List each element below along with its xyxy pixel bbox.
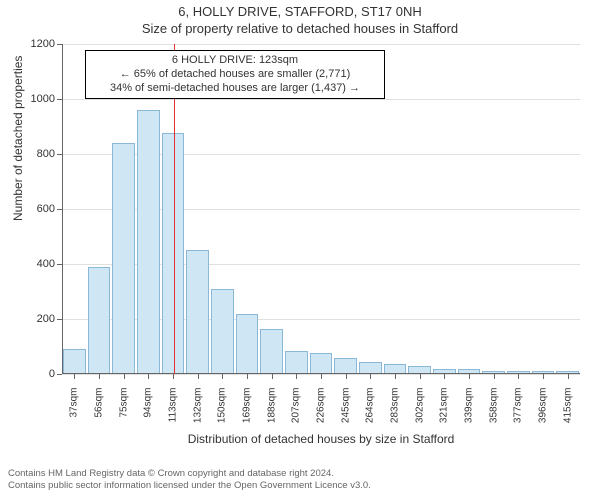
xtick-label: 321sqm [439,388,450,438]
chart-container: 6, HOLLY DRIVE, STAFFORD, ST17 0NH Size … [0,0,600,500]
xtick-label: 283sqm [390,388,401,438]
annotation-line: 34% of semi-detached houses are larger (… [92,82,378,96]
y-axis-label: Number of detached properties [11,197,25,221]
ytick-label: 0 [17,368,55,380]
page-title: 6, HOLLY DRIVE, STAFFORD, ST17 0NH [0,0,600,19]
ytick-label: 1200 [17,38,55,50]
xtick-label: 339sqm [464,388,475,438]
xtick-mark [198,374,199,379]
xtick-label: 94sqm [143,388,154,438]
xtick-label: 37sqm [69,388,80,438]
bar [285,351,308,374]
footer-line-1: Contains HM Land Registry data © Crown c… [8,468,600,480]
xtick-mark [444,374,445,379]
bar [63,349,86,374]
chart-subtitle: Size of property relative to detached ho… [0,19,600,38]
xtick-mark [222,374,223,379]
bar [137,110,160,374]
xtick-mark [74,374,75,379]
y-axis-line [62,44,63,374]
xtick-label: 56sqm [94,388,105,438]
xtick-mark [148,374,149,379]
annotation-box: 6 HOLLY DRIVE: 123sqm← 65% of detached h… [85,50,385,99]
xtick-label: 169sqm [242,388,253,438]
gridline [62,44,580,45]
xtick-label: 358sqm [488,388,499,438]
xtick-mark [296,374,297,379]
xtick-label: 264sqm [365,388,376,438]
xtick-label: 415sqm [562,388,573,438]
bar [112,143,135,374]
xtick-mark [494,374,495,379]
xtick-mark [568,374,569,379]
xtick-label: 207sqm [291,388,302,438]
xtick-label: 377sqm [513,388,524,438]
xtick-mark [272,374,273,379]
bar [236,314,259,375]
xtick-mark [247,374,248,379]
footer: Contains HM Land Registry data © Crown c… [0,468,600,492]
xtick-label: 132sqm [192,388,203,438]
footer-line-2: Contains public sector information licen… [8,480,600,492]
bar [310,353,333,374]
xtick-mark [346,374,347,379]
xtick-label: 188sqm [266,388,277,438]
xtick-label: 113sqm [168,388,179,438]
ytick-mark [57,374,62,375]
xtick-mark [420,374,421,379]
xtick-mark [99,374,100,379]
xtick-label: 245sqm [340,388,351,438]
bar [162,133,185,374]
xtick-mark [469,374,470,379]
xtick-mark [321,374,322,379]
bar [211,289,234,374]
xtick-mark [518,374,519,379]
bar [334,358,357,375]
annotation-line: 6 HOLLY DRIVE: 123sqm [92,54,378,68]
bar [88,267,111,374]
xtick-label: 75sqm [118,388,129,438]
annotation-line: ← 65% of detached houses are smaller (2,… [92,68,378,82]
xtick-label: 226sqm [316,388,327,438]
x-axis-label: Distribution of detached houses by size … [62,432,580,446]
bar [186,250,209,374]
xtick-label: 150sqm [217,388,228,438]
x-axis-line [62,373,580,374]
xtick-mark [395,374,396,379]
ytick-label: 200 [17,313,55,325]
xtick-mark [370,374,371,379]
xtick-mark [173,374,174,379]
xtick-label: 396sqm [538,388,549,438]
ytick-label: 400 [17,258,55,270]
xtick-mark [124,374,125,379]
xtick-mark [543,374,544,379]
bar [260,329,283,374]
xtick-label: 302sqm [414,388,425,438]
